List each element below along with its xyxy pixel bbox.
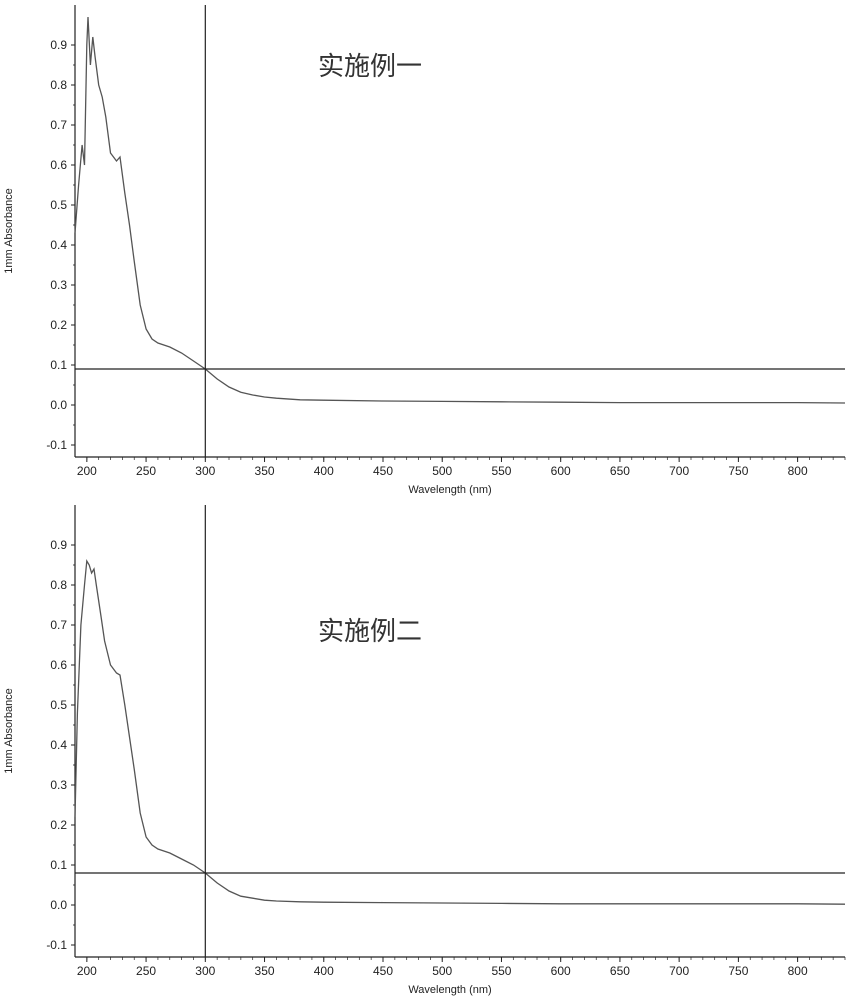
y-tick-label: 0.6 [50,658,67,672]
y-tick-label: 0.1 [50,858,67,872]
x-tick-label: 250 [136,464,156,478]
y-tick-label: 0.9 [50,38,67,52]
chart-panel-1: -0.1 0.0 0.1 0.2 0.3 0.4 0.5 0.6 0.7 0.8 0.9 200 250… [3,5,846,496]
x-tick-label: 350 [255,464,275,478]
x-axis-title: Wavelength (nm) [408,984,491,996]
x-tick-label: 350 [255,964,275,978]
y-tick-label: 0.2 [50,318,67,332]
x-tick-label: 400 [314,464,334,478]
y-tick-label: 0.0 [50,898,67,912]
x-tick-label: 500 [432,964,452,978]
y-tick-label: 0.7 [50,118,67,132]
y-tick-label: 0.2 [50,818,67,832]
y-tick-label: 0.8 [50,78,67,92]
x-tick-label: 650 [610,964,630,978]
x-axis-title: Wavelength (nm) [408,484,491,496]
y-tick-label: 0.9 [50,538,67,552]
x-tick-label: 550 [491,964,511,978]
x-tick-label: 300 [195,464,215,478]
x-tick-label: 750 [728,964,748,978]
y-tick-label: 0.5 [50,198,67,212]
x-tick-label: 800 [788,464,808,478]
x-tick-label: 600 [551,464,571,478]
y-tick-label: 0.4 [50,238,67,252]
y-tick-label: -0.1 [46,938,67,952]
y-tick-label: 0.6 [50,158,67,172]
x-tick-label: 200 [77,964,97,978]
x-tick-label: 750 [728,464,748,478]
x-tick-label: 400 [314,964,334,978]
x-tick-label: 500 [432,464,452,478]
y-axis-title: 1mm Absorbance [3,688,15,774]
x-tick-label: 300 [195,964,215,978]
x-tick-label: 800 [788,964,808,978]
x-tick-label: 450 [373,464,393,478]
x-tick-label: 700 [669,964,689,978]
x-tick-label: 250 [136,964,156,978]
y-tick-label: 0.3 [50,278,67,292]
y-axis-title: 1mm Absorbance [3,188,15,274]
panel-annotation: 实施例二 [318,617,422,647]
y-tick-label: 0.7 [50,618,67,632]
x-tick-label: 600 [551,964,571,978]
x-tick-label: 700 [669,464,689,478]
absorbance-series-line [74,16,846,404]
y-tick-label: -0.1 [46,438,67,452]
y-tick-label: 0.5 [50,698,67,712]
x-tick-label: 450 [373,964,393,978]
y-tick-label: 0.8 [50,578,67,592]
x-tick-label: 200 [77,464,97,478]
x-tick-label: 550 [491,464,511,478]
y-tick-label: 0.3 [50,778,67,792]
x-tick-label: 650 [610,464,630,478]
y-tick-label: 0.1 [50,358,67,372]
absorbance-series-line [74,558,846,905]
panel-annotation: 实施例一 [318,52,422,82]
chart-panel-2: -0.1 0.0 0.1 0.2 0.3 0.4 0.5 0.6 0.7 0.8 0.9 200 250… [3,505,846,996]
y-tick-label: 0.0 [50,398,67,412]
y-tick-label: 0.4 [50,738,67,752]
